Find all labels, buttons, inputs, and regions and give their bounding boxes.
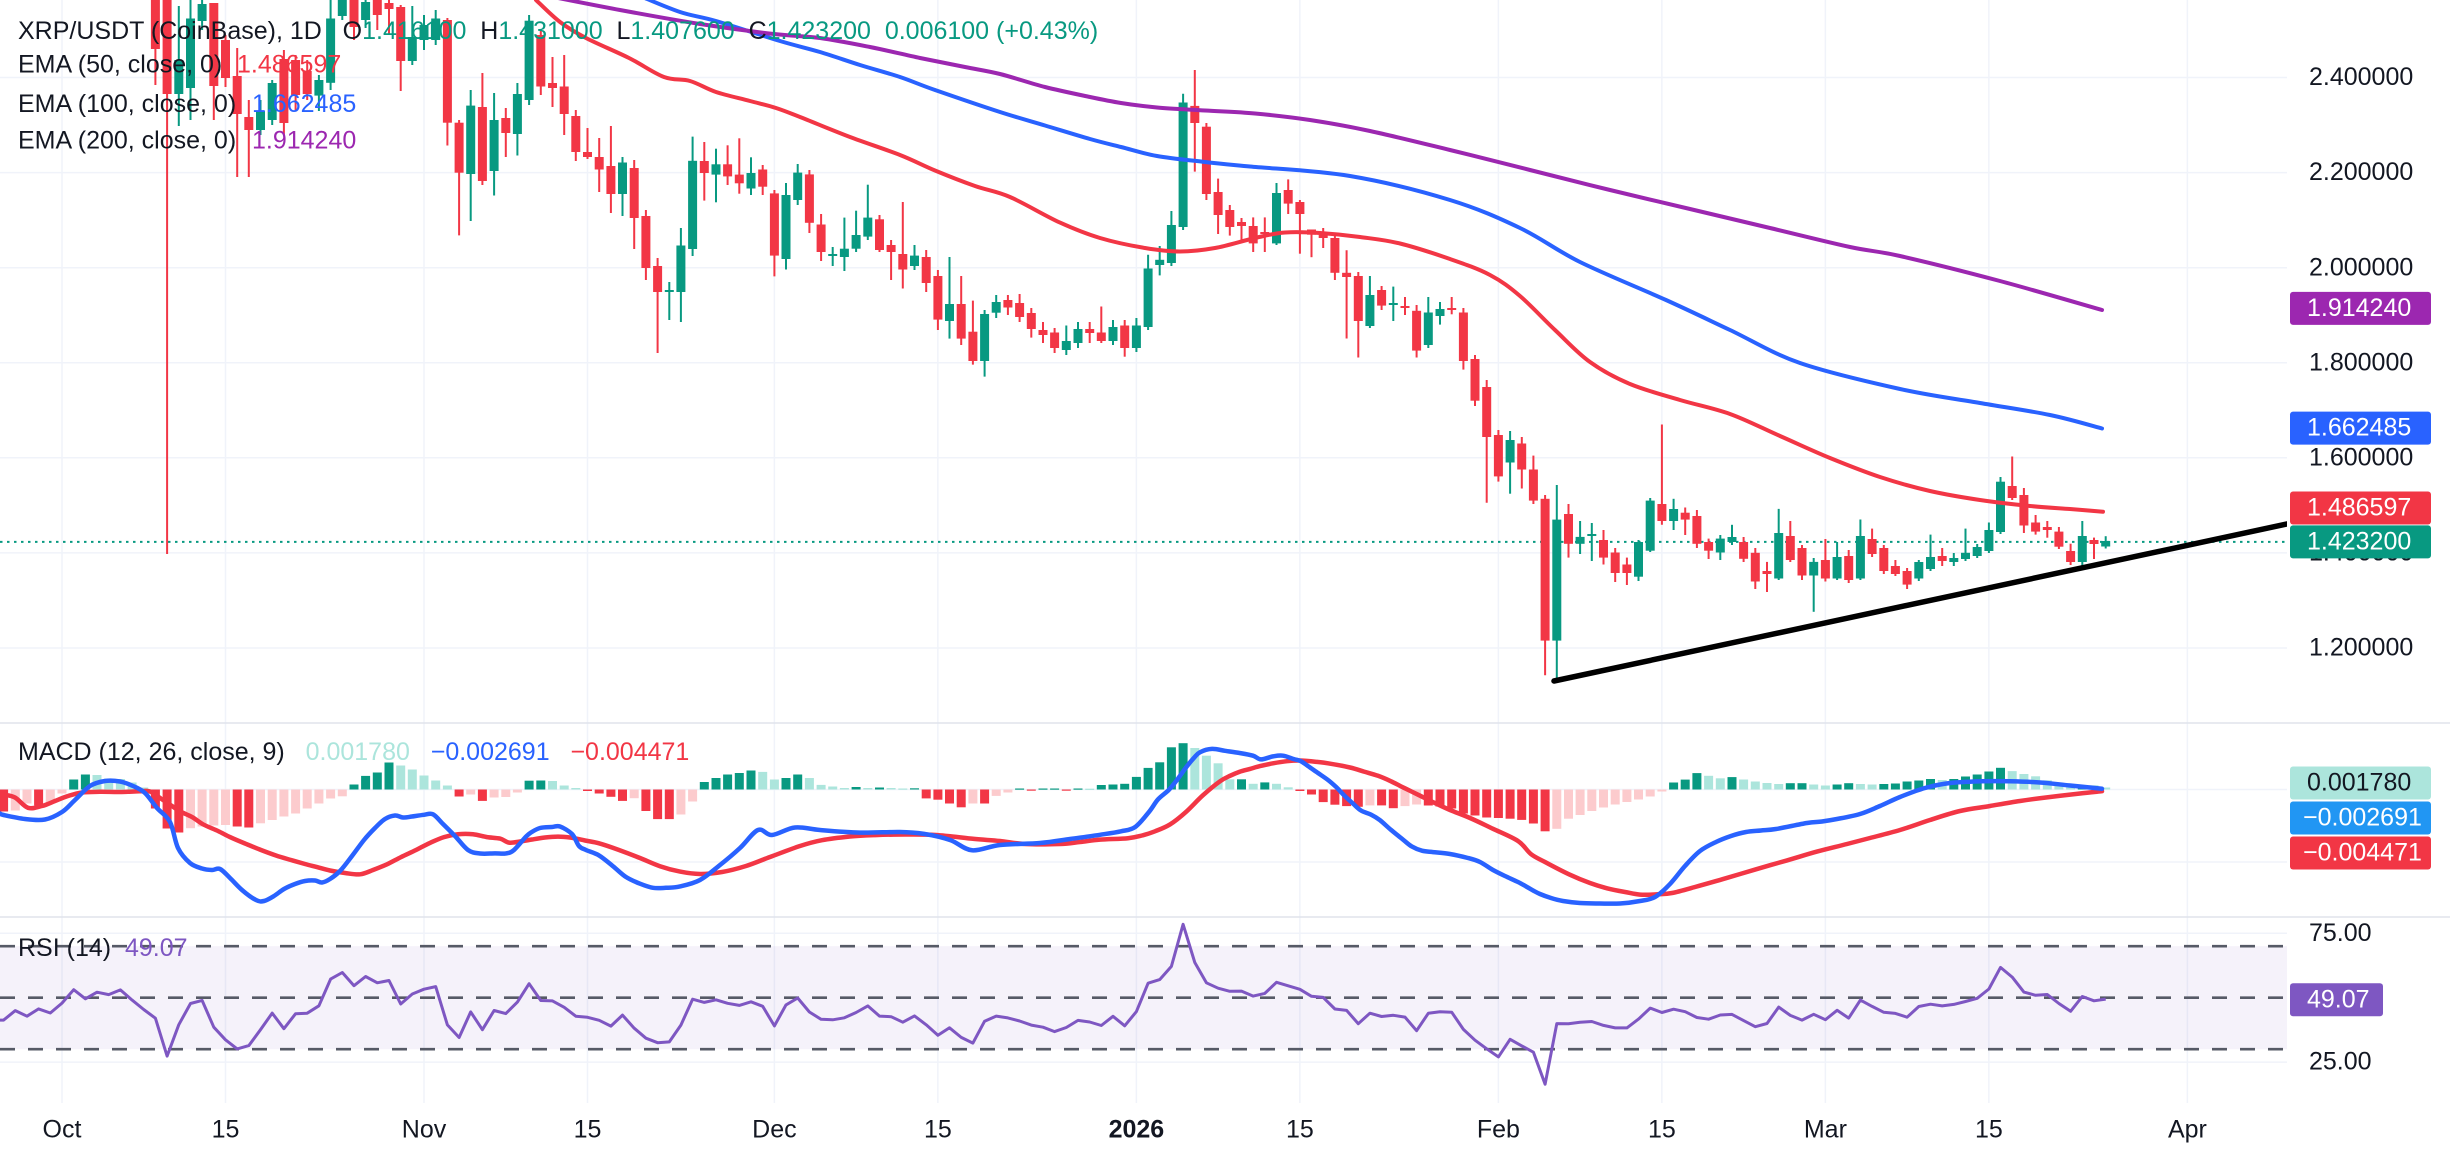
svg-text:1.486597: 1.486597 [2307, 494, 2411, 522]
svg-text:EMA (50, close, 0): EMA (50, close, 0) [18, 51, 222, 79]
svg-text:Dec: Dec [752, 1116, 796, 1144]
svg-text:15: 15 [1975, 1116, 2003, 1144]
svg-text:15: 15 [924, 1116, 952, 1144]
svg-text:1.200000: 1.200000 [2309, 634, 2413, 662]
svg-text:Nov: Nov [402, 1116, 447, 1144]
svg-text:1.486597: 1.486597 [237, 51, 341, 79]
svg-text:15: 15 [574, 1116, 602, 1144]
svg-text:MACD (12, 26, close, 9) 0.00: MACD (12, 26, close, 9) 0.001780 −0.0026… [18, 738, 689, 766]
svg-text:1.914240: 1.914240 [2307, 294, 2411, 322]
svg-text:1.914240: 1.914240 [252, 127, 356, 155]
svg-text:25.00: 25.00 [2309, 1048, 2372, 1076]
svg-text:1.800000: 1.800000 [2309, 348, 2413, 376]
svg-text:RSI (14) 49.07: RSI (14) 49.07 [18, 934, 188, 962]
svg-text:Mar: Mar [1804, 1116, 1847, 1144]
svg-text:75.00: 75.00 [2309, 919, 2372, 947]
svg-text:15: 15 [1286, 1116, 1314, 1144]
svg-text:XRP/USDT (CoinBase), 1D O1.4: XRP/USDT (CoinBase), 1D O1.416100 H1.431… [18, 17, 1098, 45]
svg-text:2.400000: 2.400000 [2309, 63, 2413, 91]
svg-text:15: 15 [212, 1116, 240, 1144]
svg-text:2026: 2026 [1109, 1116, 1165, 1144]
svg-text:1.662485: 1.662485 [2307, 414, 2411, 442]
svg-text:−0.002691: −0.002691 [2303, 804, 2422, 832]
svg-text:49.07: 49.07 [2307, 985, 2370, 1013]
svg-text:Apr: Apr [2168, 1116, 2207, 1144]
svg-text:Oct: Oct [43, 1116, 82, 1144]
svg-text:2.000000: 2.000000 [2309, 253, 2413, 281]
svg-text:−0.004471: −0.004471 [2303, 839, 2422, 867]
svg-text:2.200000: 2.200000 [2309, 158, 2413, 186]
svg-text:15: 15 [1648, 1116, 1676, 1144]
svg-text:Feb: Feb [1477, 1116, 1520, 1144]
svg-text:0.001780: 0.001780 [2307, 769, 2411, 797]
svg-text:1.662485: 1.662485 [252, 90, 356, 118]
svg-text:EMA (100, close, 0): EMA (100, close, 0) [18, 90, 236, 118]
svg-text:EMA (200, close, 0): EMA (200, close, 0) [18, 127, 236, 155]
svg-text:1.423200: 1.423200 [2307, 528, 2411, 556]
svg-text:1.600000: 1.600000 [2309, 443, 2413, 471]
